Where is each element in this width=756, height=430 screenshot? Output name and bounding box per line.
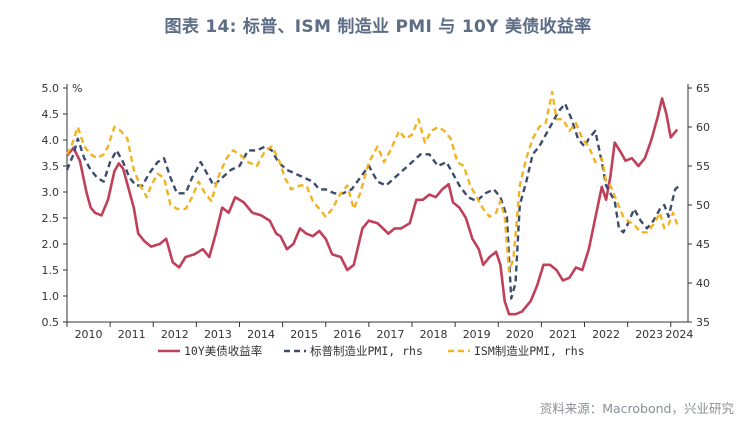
x-tick-label: 2010 [75, 328, 103, 341]
x-tick-label: 2011 [118, 328, 146, 341]
x-tick-label: 2023 [635, 328, 663, 341]
legend-label-0: 10Y美债收益率 [184, 344, 262, 358]
axes: 0.5 1.0 1.5 2.0 2.5 3.0 3.5 4.0 4.5 5.0 % 35 40 45 50 5… [42, 82, 711, 341]
left-tick-label: 5.0 [42, 82, 60, 95]
left-tick-label: 2.5 [42, 212, 60, 225]
left-tick-label: 0.5 [42, 316, 60, 329]
left-tick-label: 2.0 [42, 238, 60, 251]
x-tick-label: 2021 [549, 328, 577, 341]
series-line-1 [65, 102, 681, 300]
right-tick-label: 35 [696, 316, 710, 329]
legend: 10Y美债收益率 标普制造业PMI, rhs ISM制造业PMI, rhs [158, 344, 585, 358]
x-tick-label: 2015 [290, 328, 318, 341]
source-note: 资料来源：Macrobond，兴业研究 [539, 401, 734, 416]
left-tick-label: 4.5 [42, 108, 60, 121]
x-tick-label: 2019 [463, 328, 491, 341]
x-tick-label: 2012 [161, 328, 189, 341]
x-tick-label: 2018 [420, 328, 448, 341]
x-tick-label: 2016 [333, 328, 361, 341]
x-tick-label: 2024 [665, 328, 693, 341]
left-axis-unit: % [72, 82, 82, 95]
left-tick-label: 4.0 [42, 134, 60, 147]
series-layer [65, 90, 681, 316]
right-tick-label: 60 [696, 121, 710, 134]
left-tick-label: 1.0 [42, 290, 60, 303]
left-tick-label: 3.0 [42, 186, 60, 199]
right-tick-label: 50 [696, 199, 710, 212]
series-line-2 [65, 90, 679, 273]
right-tick-label: 40 [696, 277, 710, 290]
right-tick-label: 65 [696, 82, 710, 95]
series-line-0 [66, 97, 679, 316]
right-tick-label: 55 [696, 160, 710, 173]
legend-label-1: 标普制造业PMI, rhs [310, 344, 423, 358]
legend-label-2: ISM制造业PMI, rhs [474, 344, 585, 358]
x-tick-label: 2022 [592, 328, 620, 341]
left-tick-label: 1.5 [42, 264, 60, 277]
right-tick-label: 45 [696, 238, 710, 251]
left-tick-label: 3.5 [42, 160, 60, 173]
x-tick-label: 2020 [506, 328, 534, 341]
x-tick-label: 2013 [204, 328, 232, 341]
x-tick-label: 2014 [247, 328, 275, 341]
chart-title: 图表 14: 标普、ISM 制造业 PMI 与 10Y 美债收益率 [164, 17, 592, 37]
x-tick-label: 2017 [376, 328, 404, 341]
